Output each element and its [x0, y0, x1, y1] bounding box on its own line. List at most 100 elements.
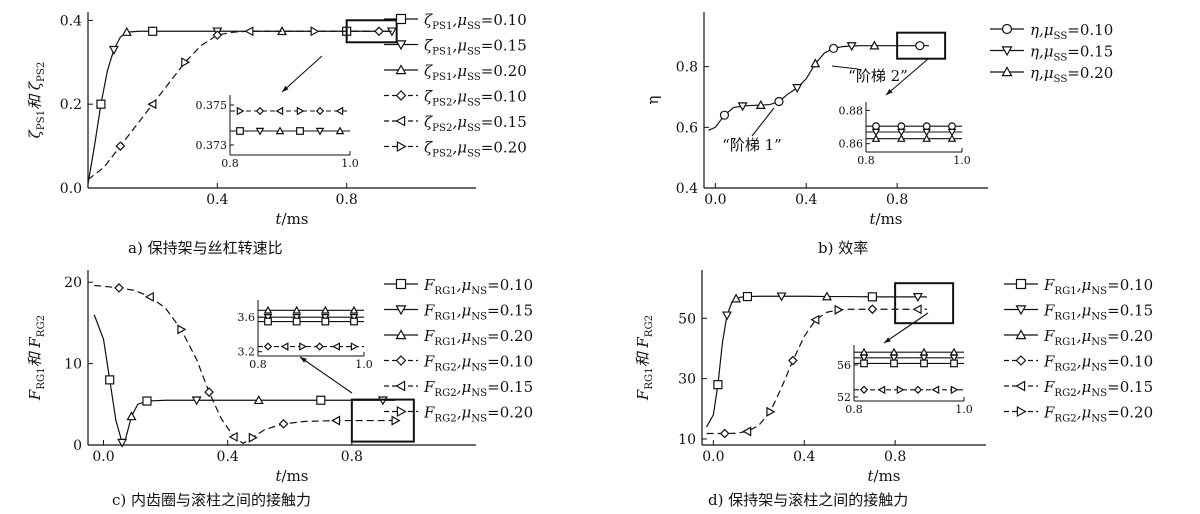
data-point	[126, 411, 137, 421]
data-point	[121, 26, 132, 36]
x-axis-label: t/ms	[275, 210, 308, 228]
legend-label: ζPS1​,μSS​=0.15	[424, 37, 527, 58]
legend-marker	[1001, 46, 1013, 57]
zoom-arrow	[883, 312, 929, 344]
inset-marker	[950, 359, 958, 368]
inset-marker	[263, 342, 273, 351]
data-point	[755, 99, 766, 109]
data-point	[713, 380, 723, 390]
inset-marker	[315, 127, 325, 136]
x-tick-label: 0.4	[206, 192, 228, 208]
inset-x-tick-label: 0.8	[221, 157, 239, 170]
data-point	[212, 30, 223, 40]
inset-x-tick-label: 1.0	[341, 157, 359, 170]
data-point	[742, 426, 752, 437]
data-point	[828, 43, 839, 54]
data-point	[117, 438, 128, 448]
inset-marker	[275, 106, 284, 116]
inset-marker	[292, 305, 301, 314]
legend-label: ζPS2​,μSS​=0.20	[424, 139, 527, 160]
inset-marker	[350, 317, 358, 326]
x-tick-label: 0.8	[336, 192, 358, 208]
inset-marker	[349, 305, 359, 314]
data-point	[869, 40, 880, 50]
legend-marker	[395, 40, 407, 51]
panel-a: 0.4 0.8 0.0 0.2 0.4 t/ms ζPS1​和 ζPS2​ 0.8 1.0 0.3…	[26, 11, 527, 228]
inset-marker	[350, 342, 359, 351]
y-tick-label: 0.0	[60, 181, 82, 197]
data-point	[181, 57, 191, 68]
y-axis-label-group: ζPS1​和 ζPS2​	[26, 62, 47, 139]
inset-marker	[890, 359, 898, 368]
x-tick-label: 0.8	[341, 449, 363, 465]
data-point	[912, 293, 923, 303]
panel-b-annotations: “阶梯 1” “阶梯 2”	[722, 65, 908, 154]
inset-x-tick-label: 1.0	[355, 358, 373, 371]
data-point	[204, 387, 214, 397]
data-point	[867, 304, 878, 315]
legend-marker	[395, 64, 407, 75]
inset-marker	[947, 134, 957, 142]
y-tick-label: 0	[73, 438, 82, 454]
x-axis-label: t/ms	[869, 210, 902, 228]
legend-label: FRG2​,μNS​=0.15	[423, 378, 533, 399]
legend-label: ζPS1​,μSS​=0.10	[424, 11, 527, 32]
inset-marker	[949, 347, 959, 356]
legend-marker	[396, 140, 407, 153]
series-line	[93, 314, 396, 444]
y-tick-label: 50	[678, 311, 696, 327]
inset-marker	[889, 354, 899, 363]
inset-marker	[948, 122, 956, 131]
inset-marker	[280, 342, 289, 351]
zoom-box	[350, 398, 415, 443]
legend-label: FRG1​,μNS​=0.20	[1043, 327, 1153, 348]
zoom-arrow-head	[884, 337, 891, 343]
data-point	[114, 283, 124, 293]
inset-marker	[877, 385, 886, 395]
data-point	[766, 406, 776, 417]
legend-label: η,μSS​=0.15	[1030, 43, 1113, 64]
inset-marker	[321, 317, 330, 326]
inset-marker	[950, 385, 959, 395]
inset-x-tick-label: 1.0	[953, 154, 971, 167]
x-tick-label: 0.0	[92, 449, 114, 465]
legend-marker	[1015, 278, 1027, 290]
inset-marker	[931, 385, 940, 395]
inset-marker	[264, 317, 272, 326]
data-point	[742, 291, 753, 302]
inset-marker	[296, 127, 304, 135]
data-point	[810, 314, 820, 325]
annotation-pointer-2	[831, 65, 859, 70]
inset-marker	[315, 342, 324, 351]
data-point	[105, 375, 115, 385]
x-axis-label: t/ms	[867, 467, 900, 485]
panel-c: 0.0 0.4 0.8 0 10 20 t/ms FRG1​和 FRG2​ 0.8 1.0 3.2 3…	[26, 270, 533, 485]
legend-marker	[1001, 23, 1013, 35]
inset-marker	[335, 106, 344, 116]
series-line	[706, 308, 927, 435]
data-point	[912, 304, 922, 315]
zoom-box	[345, 19, 398, 44]
data-point	[810, 58, 821, 68]
x-tick-label: 0.8	[886, 192, 908, 208]
data-point	[177, 324, 187, 335]
data-point	[278, 418, 289, 429]
series-line	[87, 30, 392, 181]
inset-marker	[292, 313, 301, 322]
caption-d: d) 保持架与滚柱之间的接触力	[708, 491, 909, 509]
data-point	[915, 41, 925, 51]
x-tick-label: 0.0	[702, 449, 724, 465]
legend-marker	[395, 115, 406, 127]
caption-a: a) 保持架与丝杠转速比	[128, 239, 283, 257]
inset-marker	[922, 134, 931, 142]
legend-label: FRG1​,μNS​=0.10	[423, 276, 533, 297]
data-point	[721, 311, 733, 321]
zoom-arrow	[299, 356, 353, 394]
data-point	[142, 396, 152, 406]
inset-marker	[896, 385, 905, 395]
zoom-arrow-head	[886, 88, 893, 95]
x-tick-label: 0.4	[795, 192, 817, 208]
y-tick-label: 20	[64, 275, 82, 291]
legend-label: FRG2​,μNS​=0.10	[423, 353, 533, 374]
y-axis-label-group: η	[644, 96, 662, 105]
